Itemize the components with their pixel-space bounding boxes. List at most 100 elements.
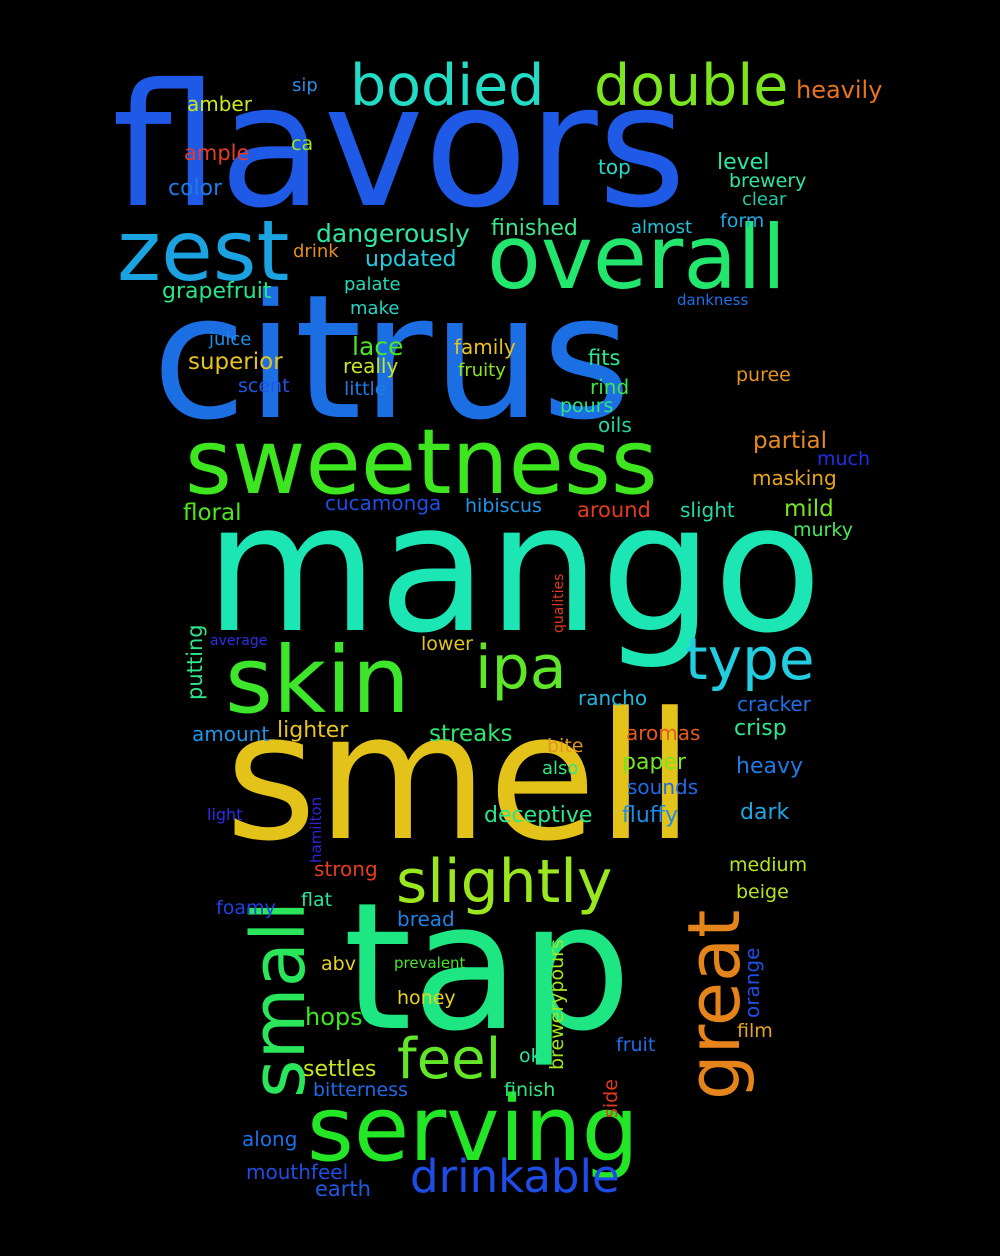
word-foamy: foamy xyxy=(216,897,276,919)
word-bread: bread xyxy=(397,907,455,931)
word-earth: earth xyxy=(315,1177,371,1201)
word-feel: feel xyxy=(397,1027,502,1092)
word-little: little xyxy=(344,378,387,400)
word-strong: strong xyxy=(314,857,378,881)
word-fruit: fruit xyxy=(616,1034,656,1056)
word-paper: paper xyxy=(622,750,686,775)
word-make: make xyxy=(350,298,400,319)
word-family: family xyxy=(454,335,516,359)
word-tap: tap xyxy=(343,865,632,1070)
word-flavors: flavors xyxy=(112,48,687,246)
word-rancho: rancho xyxy=(578,686,648,710)
word-pours: pours xyxy=(560,395,614,417)
word-settles: settles xyxy=(303,1057,377,1082)
word-amber: amber xyxy=(187,92,252,116)
word-heavy: heavy xyxy=(736,754,803,779)
word-really: really xyxy=(343,354,399,378)
word-citrus: citrus xyxy=(152,257,632,458)
word-hops: hops xyxy=(305,1003,363,1031)
word-top: top xyxy=(598,155,631,179)
word-murky: murky xyxy=(793,519,853,541)
word-ample: ample xyxy=(184,141,250,165)
word-brewery: brewery xyxy=(729,170,807,192)
word-palate: palate xyxy=(344,274,401,295)
word-smell: smell xyxy=(225,675,695,880)
word-side: side xyxy=(600,1079,622,1118)
word-dankness: dankness xyxy=(677,291,749,309)
word-ok: ok xyxy=(519,1045,542,1067)
word-sweetness: sweetness xyxy=(185,410,658,515)
word-rind: rind xyxy=(590,375,630,399)
word-skin: skin xyxy=(225,627,411,734)
word-fits: fits xyxy=(588,346,621,370)
word-medium: medium xyxy=(729,854,808,876)
word-average: average xyxy=(210,633,268,649)
word-brewerypours: brewerypours xyxy=(546,939,568,1070)
word-puree: puree xyxy=(736,364,791,386)
word-finish: finish xyxy=(504,1079,556,1101)
word-bitterness: bitterness xyxy=(313,1079,408,1101)
word-partial: partial xyxy=(753,428,828,454)
word-type: type xyxy=(685,625,815,693)
word-ipa: ipa xyxy=(475,633,567,703)
word-hamilton: hamilton xyxy=(307,796,325,863)
word-serving: serving xyxy=(307,1077,639,1182)
word-also: also xyxy=(542,758,579,779)
word-finished: finished xyxy=(491,216,578,241)
word-clear: clear xyxy=(742,189,787,210)
word-form: form xyxy=(720,210,765,232)
word-lighter: lighter xyxy=(277,718,349,743)
word-overall: overall xyxy=(487,206,787,309)
word-color: color xyxy=(168,176,223,201)
word-oils: oils xyxy=(598,413,632,437)
word-cucamonga: cucamonga xyxy=(325,491,442,515)
word-mouthfeel: mouthfeel xyxy=(246,1160,349,1184)
word-masking: masking xyxy=(752,466,837,490)
word-aromas: aromas xyxy=(626,721,701,745)
word-streaks: streaks xyxy=(429,721,513,747)
word-putting: putting xyxy=(183,624,207,700)
word-drinkable: drinkable xyxy=(410,1150,620,1203)
word-orange: orange xyxy=(740,947,764,1018)
word-updated: updated xyxy=(365,247,457,272)
word-slightly: slightly xyxy=(396,847,613,917)
word-grapefruit: grapefruit xyxy=(162,279,272,304)
word-sip: sip xyxy=(292,75,318,96)
word-hibiscus: hibiscus xyxy=(465,495,542,517)
word-honey: honey xyxy=(397,987,456,1009)
word-light: light xyxy=(207,805,243,824)
word-bodied: bodied xyxy=(350,53,545,119)
word-around: around xyxy=(577,498,651,522)
word-mango: mango xyxy=(205,465,823,672)
word-drink: drink xyxy=(293,241,339,262)
word-beige: beige xyxy=(736,881,789,903)
word-deceptive: deceptive xyxy=(484,803,593,828)
word-sounds: sounds xyxy=(627,775,699,799)
word-double: double xyxy=(594,53,789,119)
word-mild: mild xyxy=(784,496,834,522)
word-scent: scent xyxy=(238,375,290,397)
word-qualities: qualities xyxy=(551,573,567,633)
word-bite: bite xyxy=(547,735,584,757)
word-ca: ca xyxy=(291,133,314,155)
word-prevalent: prevalent xyxy=(394,954,466,972)
word-almost: almost xyxy=(631,217,693,238)
word-along: along xyxy=(242,1127,298,1151)
word-fluffy: fluffy xyxy=(622,803,678,828)
word-much: much xyxy=(817,448,871,470)
word-slight: slight xyxy=(680,498,735,522)
word-fruity: fruity xyxy=(458,360,506,381)
word-floral: floral xyxy=(183,500,242,526)
word-lower: lower xyxy=(421,633,473,655)
word-heavily: heavily xyxy=(796,76,883,104)
word-amount: amount xyxy=(192,722,270,746)
word-dark: dark xyxy=(740,800,790,825)
word-cracker: cracker xyxy=(737,692,811,716)
word-crisp: crisp xyxy=(734,716,787,741)
word-juice: juice xyxy=(209,329,252,350)
word-dangerously: dangerously xyxy=(316,219,470,248)
word-lace: lace xyxy=(352,332,404,361)
word-film: film xyxy=(737,1020,773,1042)
word-zest: zest xyxy=(117,202,290,300)
